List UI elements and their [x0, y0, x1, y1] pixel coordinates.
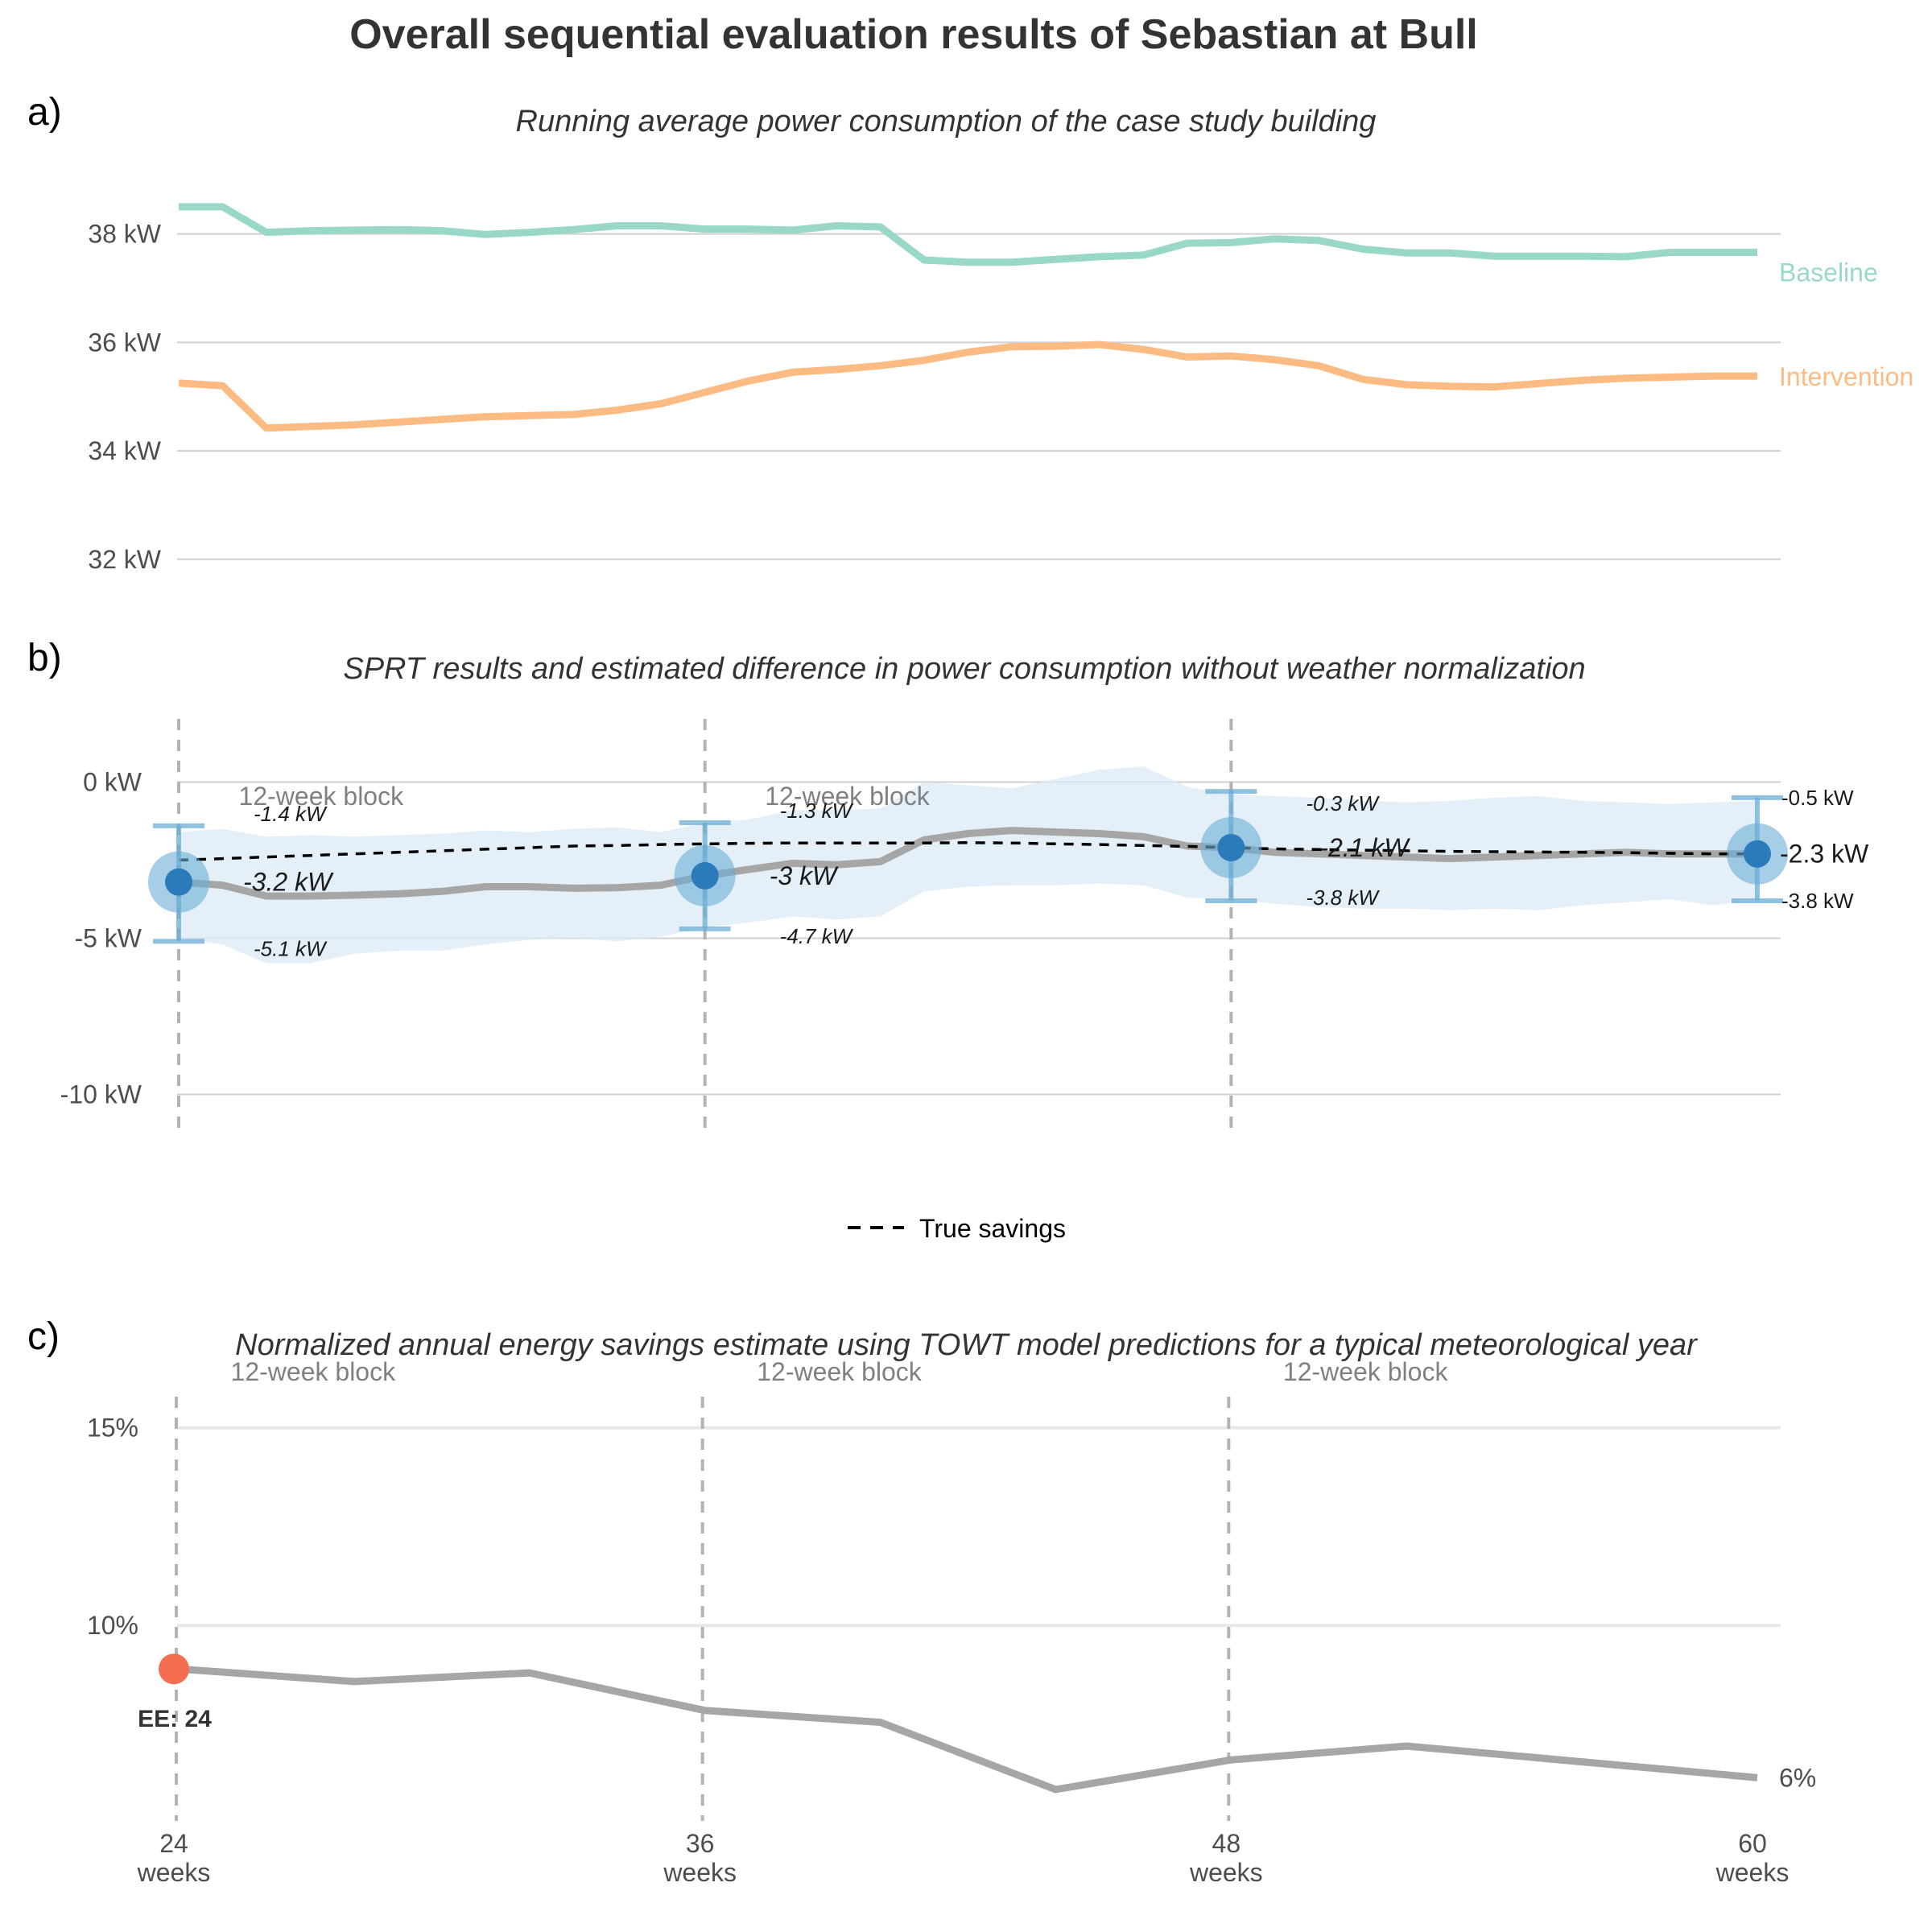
panel-a-line-intervention	[178, 341, 1757, 432]
panel-b-upper-label: -1.3 kW	[780, 799, 854, 823]
panel-b-block-label: 12-week block	[239, 782, 405, 811]
panel-c-y-tick-label: 10%	[87, 1611, 138, 1640]
panel-a-letter: a)	[27, 91, 62, 134]
panel-b-block-labels: 12-week block 12-week block	[239, 782, 931, 811]
figure-title: Overall sequential evaluation results of…	[349, 11, 1478, 58]
panel-b-estimate-label: -3.2 kW	[243, 868, 334, 897]
panel-b-lower-label: -5.1 kW	[254, 936, 328, 960]
panel-b: b) SPRT results and estimated difference…	[27, 637, 1869, 1137]
panel-a-label-baseline: Baseline	[1779, 258, 1878, 287]
panel-c-block-label: 12-week block	[757, 1357, 923, 1386]
panel-b-lower-label: -3.8 kW	[1781, 889, 1854, 913]
panel-a-y-tick-label: 34 kW	[88, 436, 161, 465]
panel-a-gridlines	[177, 233, 1781, 560]
panel-b-confidence-band	[179, 766, 1757, 964]
panel-b-y-tick-label: 0 kW	[83, 767, 142, 796]
panel-b-y-tick-label: -5 kW	[74, 924, 142, 953]
panel-c-sprt-markers	[175, 1397, 1231, 1821]
panel-a-series-labels: Baseline Intervention	[1779, 258, 1913, 392]
panel-b-y-ticks: -10 kW -5 kW 0 kW	[60, 767, 142, 1108]
panel-c-block-label: 12-week block	[231, 1357, 397, 1386]
panel-a-y-tick-label: 38 kW	[88, 220, 161, 249]
panel-c-end-label: 6%	[1779, 1763, 1816, 1792]
panel-c-subtitle: Normalized annual energy savings estimat…	[235, 1328, 1698, 1362]
panel-b-sprt-markers	[177, 719, 1233, 1137]
panel-a-subtitle: Running average power consumption of the…	[516, 105, 1377, 138]
panel-b-upper-label: -1.4 kW	[254, 802, 328, 826]
legend: True savings	[848, 1214, 1066, 1243]
panel-b-estimate-label: -3 kW	[770, 861, 839, 890]
panel-b-series	[178, 827, 1757, 900]
panel-b-sprt-point	[1217, 833, 1245, 861]
panel-a-y-tick-label: 36 kW	[88, 328, 161, 357]
panel-c-x-tick-unit: weeks	[663, 1858, 737, 1887]
panel-b-upper-label: -0.3 kW	[1306, 791, 1380, 815]
panel-c-early-end-label: EE: 24	[138, 1706, 212, 1732]
panel-b-y-tick-label: -10 kW	[60, 1080, 142, 1109]
panel-c-y-tick-label: 15%	[87, 1414, 138, 1443]
panel-b-sprt-points	[148, 789, 1788, 944]
panel-b-true-savings-line	[178, 841, 1757, 862]
panel-c-x-tick-unit: weeks	[1715, 1858, 1790, 1887]
panel-b-estimate-label: -2.1 kW	[1319, 833, 1410, 862]
panel-a-line-baseline	[179, 203, 1757, 266]
panel-b-sprt-point	[691, 861, 719, 890]
panel-c-x-tick-unit: weeks	[1189, 1858, 1263, 1887]
panel-b-lower-label: -3.8 kW	[1306, 886, 1380, 910]
panel-b-lower-label: -4.7 kW	[780, 924, 854, 948]
panel-a-y-ticks: 32 kW 34 kW 36 kW 38 kW	[88, 220, 161, 574]
panel-c-gridlines	[177, 1426, 1781, 1628]
legend-true-savings-label: True savings	[919, 1214, 1066, 1243]
panel-c-early-end-point	[159, 1653, 189, 1685]
panel-b-sprt-point	[165, 868, 192, 896]
panel-c-x-tick-label: 36	[686, 1829, 715, 1858]
panel-c-x-tick-label: 60	[1738, 1829, 1767, 1858]
panel-c-y-ticks: 10% 15%	[87, 1414, 138, 1641]
panel-b-estimate-label: -2.3 kW	[1780, 840, 1869, 869]
panel-c-block-labels: 12-week block 12-week block 12-week block	[231, 1357, 1449, 1386]
panel-a-series	[178, 203, 1757, 432]
panel-a: a) Running average power consumption of …	[27, 91, 1913, 574]
panel-b-block-label: 12-week block	[765, 782, 931, 811]
panel-c-early-end: EE: 24	[138, 1653, 212, 1732]
panel-c-block-label: 12-week block	[1283, 1357, 1449, 1386]
panel-b-letter: b)	[27, 637, 62, 679]
panel-c-x-tick-label: 48	[1212, 1829, 1241, 1858]
panel-b-ci-band	[179, 766, 1757, 964]
panel-b-subtitle: SPRT results and estimated difference in…	[343, 652, 1585, 686]
panel-c-x-tick-unit: weeks	[137, 1858, 211, 1887]
panel-b-annotations: -1.4 kW -3.2 kW -5.1 kW -1.3 kW -3 kW -4.7 kW…	[243, 786, 1869, 961]
panel-c-savings-line	[178, 1665, 1758, 1794]
panel-b-upper-label: -0.5 kW	[1781, 786, 1854, 810]
panel-c: c) Normalized annual energy savings esti…	[27, 1315, 1816, 1887]
panel-b-difference-line	[178, 827, 1757, 900]
panel-b-sprt-point	[1744, 840, 1771, 868]
panel-a-label-intervention: Intervention	[1779, 362, 1913, 391]
panel-c-letter: c)	[27, 1315, 60, 1358]
panel-a-y-tick-label: 32 kW	[88, 545, 161, 574]
panel-c-x-tick-label: 24	[159, 1829, 188, 1858]
panel-c-series: 6%	[178, 1665, 1816, 1794]
